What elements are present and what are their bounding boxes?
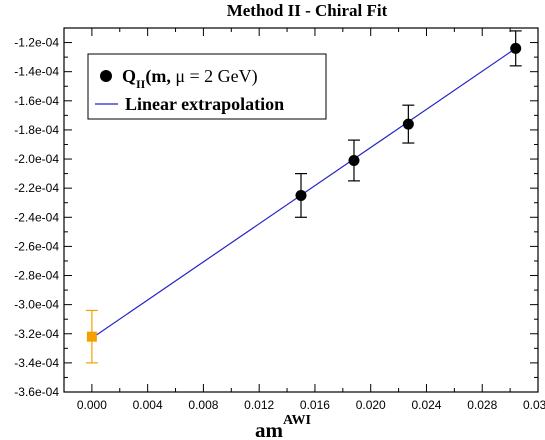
extrapolated-point — [86, 331, 97, 342]
plot-frame — [63, 27, 539, 393]
x-axis-label-base: am — [255, 418, 284, 440]
legend-box — [87, 53, 327, 120]
y-tick-label: -1.2e-04 — [14, 36, 59, 50]
x-axis-label-superscript: AWI — [283, 413, 311, 428]
x-tick-label: 0.016 — [300, 398, 330, 412]
x-axis-label: amAWI — [255, 413, 311, 440]
x-tick-label: 0.028 — [467, 398, 497, 412]
x-tick-label: 0.000 — [77, 398, 107, 412]
x-tick-label: 0.008 — [188, 398, 218, 412]
data-point — [510, 42, 522, 54]
y-tick-label: -1.8e-04 — [14, 123, 59, 137]
x-tick-label: 0.032 — [523, 398, 545, 412]
x-tick-label: 0.012 — [244, 398, 274, 412]
y-tick-label: -3.4e-04 — [14, 356, 59, 370]
y-tick-label: -2.4e-04 — [14, 210, 59, 224]
y-tick-label: -2.2e-04 — [14, 181, 59, 195]
y-axis: -3.6e-04 -3.4e-04 -3.2e-04 -3.0e-04 -2.8e-04… — [14, 27, 538, 399]
x-axis: 0.000 0.004 0.008 0.012 0.016 0.020 0.024 0.028… — [63, 28, 545, 412]
data-point — [402, 118, 414, 130]
data-point — [348, 154, 360, 166]
x-tick-label: 0.024 — [411, 398, 441, 412]
y-tick-label: -3.0e-04 — [14, 298, 59, 312]
legend-label-linear: Linear extrapolation — [125, 94, 284, 114]
x-tick-label: 0.020 — [356, 398, 386, 412]
y-tick-label: -1.4e-04 — [14, 65, 59, 79]
legend-label-q2: QII(m, μ = 2 GeV) — [122, 66, 258, 91]
x-tick-label: 0.004 — [133, 398, 163, 412]
y-tick-label: -3.2e-04 — [14, 327, 59, 341]
y-tick-label: -2.8e-04 — [14, 269, 59, 283]
marker-layer — [86, 42, 522, 342]
y-tick-label: -2.0e-04 — [14, 152, 59, 166]
y-tick-label: -2.6e-04 — [14, 239, 59, 253]
chart-title: Method II - Chiral Fit — [227, 1, 388, 20]
data-point — [295, 189, 307, 201]
y-tick-label: -1.6e-04 — [14, 94, 59, 108]
legend: QII(m, μ = 2 GeV) Linear extrapolation — [87, 53, 327, 120]
y-tick-label: -3.6e-04 — [14, 385, 59, 399]
legend-marker-circle — [100, 70, 112, 82]
